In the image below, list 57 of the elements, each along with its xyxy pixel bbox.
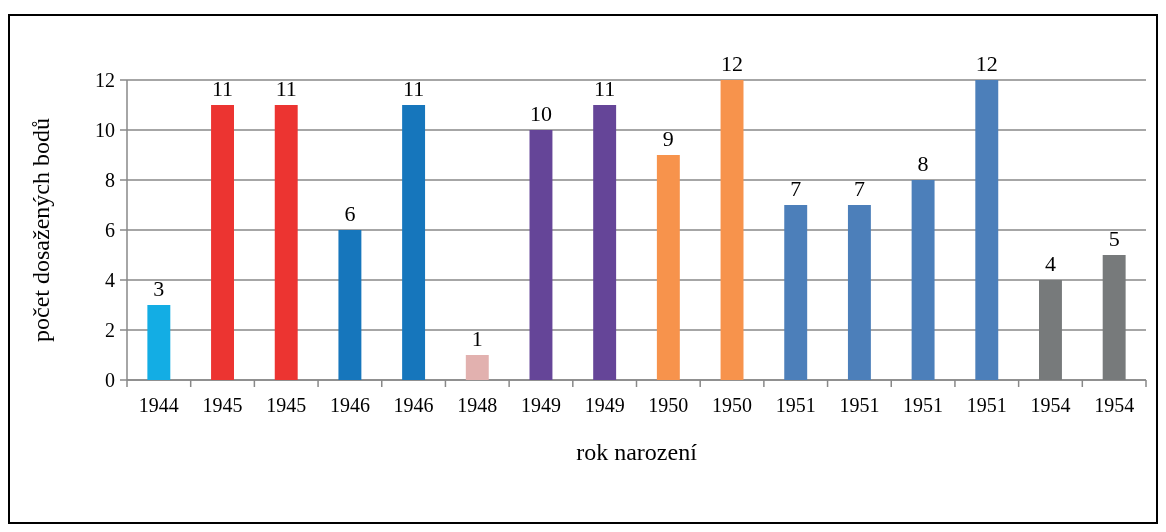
data-label: 7 [790,176,802,201]
x-tick-label: 1951 [839,394,880,416]
bar [529,130,553,380]
bar [847,205,871,380]
data-label: 11 [594,76,616,101]
bar [1039,280,1062,380]
bar [338,230,362,380]
bar [211,105,234,380]
data-label: 4 [1044,251,1056,276]
y-tick-label: 4 [105,269,115,291]
y-tick-label: 8 [105,169,115,191]
bar [593,105,617,380]
y-tick-label: 6 [105,219,115,241]
bar [911,180,935,380]
bar [656,155,680,380]
bar [274,105,298,380]
x-tick-label: 1954 [1094,394,1135,416]
data-label: 12 [975,51,998,76]
data-label: 8 [917,151,929,176]
x-axis-title: rok narození [576,439,698,465]
data-label: 11 [211,76,234,101]
y-tick-label: 10 [95,119,115,141]
data-label: 12 [721,51,744,76]
x-tick-label: 1954 [1030,394,1071,416]
bar [975,80,999,380]
data-label: 3 [153,276,165,301]
data-label: 6 [344,201,356,226]
x-tick-label: 1951 [775,394,816,416]
bar [402,105,426,380]
data-label: 10 [529,101,552,126]
y-tick-label: 12 [95,69,115,91]
x-tick-label: 1944 [138,394,179,416]
bar [1102,255,1126,380]
data-label: 5 [1108,226,1120,251]
bar [147,305,171,380]
x-tick-label: 1945 [266,394,307,416]
bar [720,80,744,380]
bar [784,205,808,380]
data-label: 11 [275,76,297,101]
y-tick-label: 2 [105,319,115,341]
data-label: 7 [853,176,865,201]
x-tick-label: 1950 [648,394,689,416]
x-tick-label: 1946 [393,394,434,416]
x-tick-label: 1946 [329,394,370,416]
x-tick-label: 1945 [202,394,243,416]
data-label: 11 [403,76,425,101]
y-tick-label: 0 [105,369,115,391]
x-tick-label: 1950 [712,394,753,416]
data-label: 9 [662,126,674,151]
y-axis-title: počet dosažených bodů [28,118,54,342]
x-tick-label: 1949 [520,394,561,416]
x-tick-label: 1951 [966,394,1007,416]
data-label: 1 [471,326,483,351]
x-tick-label: 1949 [584,394,625,416]
x-tick-label: 1951 [903,394,944,416]
x-tick-label: 1948 [457,394,498,416]
bar [465,355,489,380]
